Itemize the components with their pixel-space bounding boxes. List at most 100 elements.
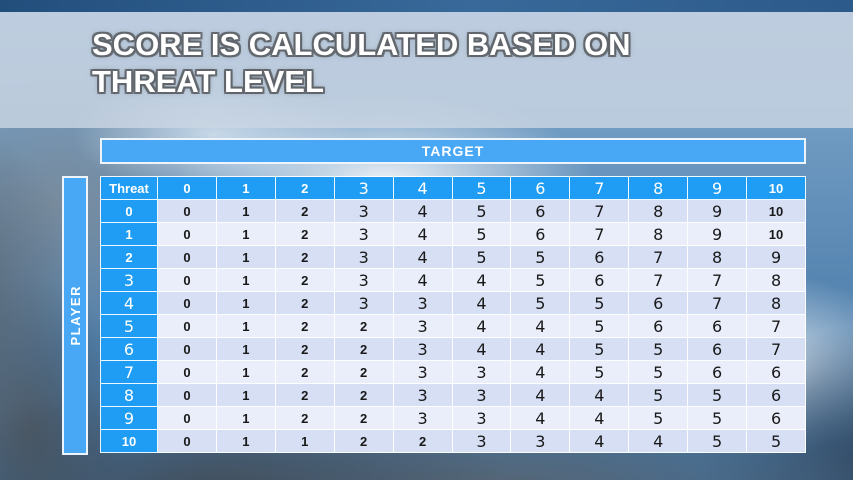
score-cell: 2 bbox=[333, 406, 394, 430]
score-row: 1 0 1 2 3 4 5 6 7 8 9 10 bbox=[100, 222, 806, 246]
score-cell: 8 bbox=[746, 268, 806, 292]
score-cell: 3 bbox=[451, 360, 512, 384]
score-cell: 7 bbox=[569, 222, 630, 246]
score-cell: 3 bbox=[333, 291, 394, 315]
score-cell: 8 bbox=[628, 222, 689, 246]
score-cell: 5 bbox=[687, 406, 748, 430]
score-cell: 4 bbox=[392, 245, 453, 269]
score-cell: 3 bbox=[392, 291, 453, 315]
column-header-cell: 6 bbox=[510, 176, 571, 200]
header-row: Threat 0 1 2 3 4 5 6 7 8 9 10 bbox=[100, 176, 806, 200]
score-cell: 0 bbox=[157, 222, 217, 246]
score-cell: 4 bbox=[392, 199, 453, 223]
score-cell: 2 bbox=[392, 429, 453, 453]
column-header-cell: 3 bbox=[333, 176, 394, 200]
score-cell: 8 bbox=[746, 291, 806, 315]
score-cell: 6 bbox=[628, 291, 689, 315]
score-cell: 1 bbox=[215, 429, 276, 453]
score-cell: 4 bbox=[392, 268, 453, 292]
score-cell: 4 bbox=[510, 360, 571, 384]
score-cell: 8 bbox=[687, 245, 748, 269]
score-cell: 5 bbox=[510, 245, 571, 269]
score-cell: 7 bbox=[746, 337, 806, 361]
score-cell: 2 bbox=[274, 360, 335, 384]
target-axis-band: TARGET bbox=[100, 138, 806, 164]
score-cell: 0 bbox=[157, 199, 217, 223]
score-cell: 3 bbox=[392, 406, 453, 430]
score-cell: 2 bbox=[274, 337, 335, 361]
score-cell: 1 bbox=[215, 222, 276, 246]
column-header-cell: 10 bbox=[746, 176, 806, 200]
score-cell: 4 bbox=[451, 291, 512, 315]
row-header-cell: 6 bbox=[100, 337, 158, 361]
score-cell: 5 bbox=[569, 337, 630, 361]
row-header-cell: 8 bbox=[100, 383, 158, 407]
score-cell: 5 bbox=[628, 406, 689, 430]
score-cell: 5 bbox=[451, 245, 512, 269]
row-header-cell: 7 bbox=[100, 360, 158, 384]
score-cell: 2 bbox=[274, 383, 335, 407]
score-cell: 9 bbox=[746, 245, 806, 269]
score-cell: 0 bbox=[157, 291, 217, 315]
score-row: 10 0 1 1 2 2 3 3 4 4 5 5 bbox=[100, 429, 806, 453]
score-cell: 2 bbox=[333, 429, 394, 453]
score-cell: 9 bbox=[687, 222, 748, 246]
score-cell: 5 bbox=[746, 429, 806, 453]
score-cell: 6 bbox=[628, 314, 689, 338]
score-cell: 7 bbox=[687, 268, 748, 292]
score-row: 0 0 1 2 3 4 5 6 7 8 9 10 bbox=[100, 199, 806, 223]
title-band bbox=[0, 12, 853, 128]
score-cell: 5 bbox=[687, 429, 748, 453]
score-cell: 3 bbox=[392, 314, 453, 338]
score-cell: 2 bbox=[333, 314, 394, 338]
score-cell: 0 bbox=[157, 360, 217, 384]
score-cell: 7 bbox=[687, 291, 748, 315]
score-cell: 2 bbox=[274, 314, 335, 338]
score-matrix-body: 0 0 1 2 3 4 5 6 7 8 9 10 1 0 1 2 3 4 5 6 7 8 9 10 2 0 1 2 3 4 5 5 6 7 8 9 3 0… bbox=[100, 199, 806, 453]
score-cell: 4 bbox=[510, 383, 571, 407]
score-cell: 6 bbox=[687, 314, 748, 338]
score-cell: 9 bbox=[687, 199, 748, 223]
score-cell: 1 bbox=[215, 291, 276, 315]
score-cell: 6 bbox=[569, 245, 630, 269]
score-cell: 1 bbox=[215, 360, 276, 384]
column-header-cell: 9 bbox=[687, 176, 748, 200]
score-cell: 3 bbox=[392, 337, 453, 361]
score-cell: 0 bbox=[157, 337, 217, 361]
score-cell: 3 bbox=[333, 199, 394, 223]
column-header-cell: 2 bbox=[274, 176, 335, 200]
score-cell: 1 bbox=[274, 429, 335, 453]
score-cell: 2 bbox=[274, 406, 335, 430]
score-cell: 0 bbox=[157, 268, 217, 292]
player-axis-label: PLAYER bbox=[67, 285, 83, 346]
row-header-cell: 3 bbox=[100, 268, 158, 292]
score-cell: 3 bbox=[451, 383, 512, 407]
sky-top-strip bbox=[0, 0, 853, 12]
score-cell: 2 bbox=[274, 291, 335, 315]
score-cell: 4 bbox=[451, 314, 512, 338]
score-cell: 4 bbox=[451, 268, 512, 292]
column-header-cell: 1 bbox=[215, 176, 276, 200]
score-cell: 2 bbox=[333, 337, 394, 361]
score-cell: 7 bbox=[746, 314, 806, 338]
score-cell: 0 bbox=[157, 429, 217, 453]
score-cell: 2 bbox=[274, 199, 335, 223]
column-header-cell: 7 bbox=[569, 176, 630, 200]
score-cell: 4 bbox=[510, 314, 571, 338]
score-cell: 2 bbox=[333, 360, 394, 384]
score-cell: 5 bbox=[569, 314, 630, 338]
score-cell: 2 bbox=[274, 245, 335, 269]
score-cell: 5 bbox=[628, 360, 689, 384]
slide-title: SCORE IS CALCULATED BASED ON THREAT LEVE… bbox=[92, 27, 631, 99]
score-cell: 3 bbox=[451, 406, 512, 430]
score-cell: 4 bbox=[569, 406, 630, 430]
score-cell: 1 bbox=[215, 314, 276, 338]
score-cell: 0 bbox=[157, 314, 217, 338]
score-cell: 4 bbox=[569, 429, 630, 453]
score-cell: 2 bbox=[333, 383, 394, 407]
